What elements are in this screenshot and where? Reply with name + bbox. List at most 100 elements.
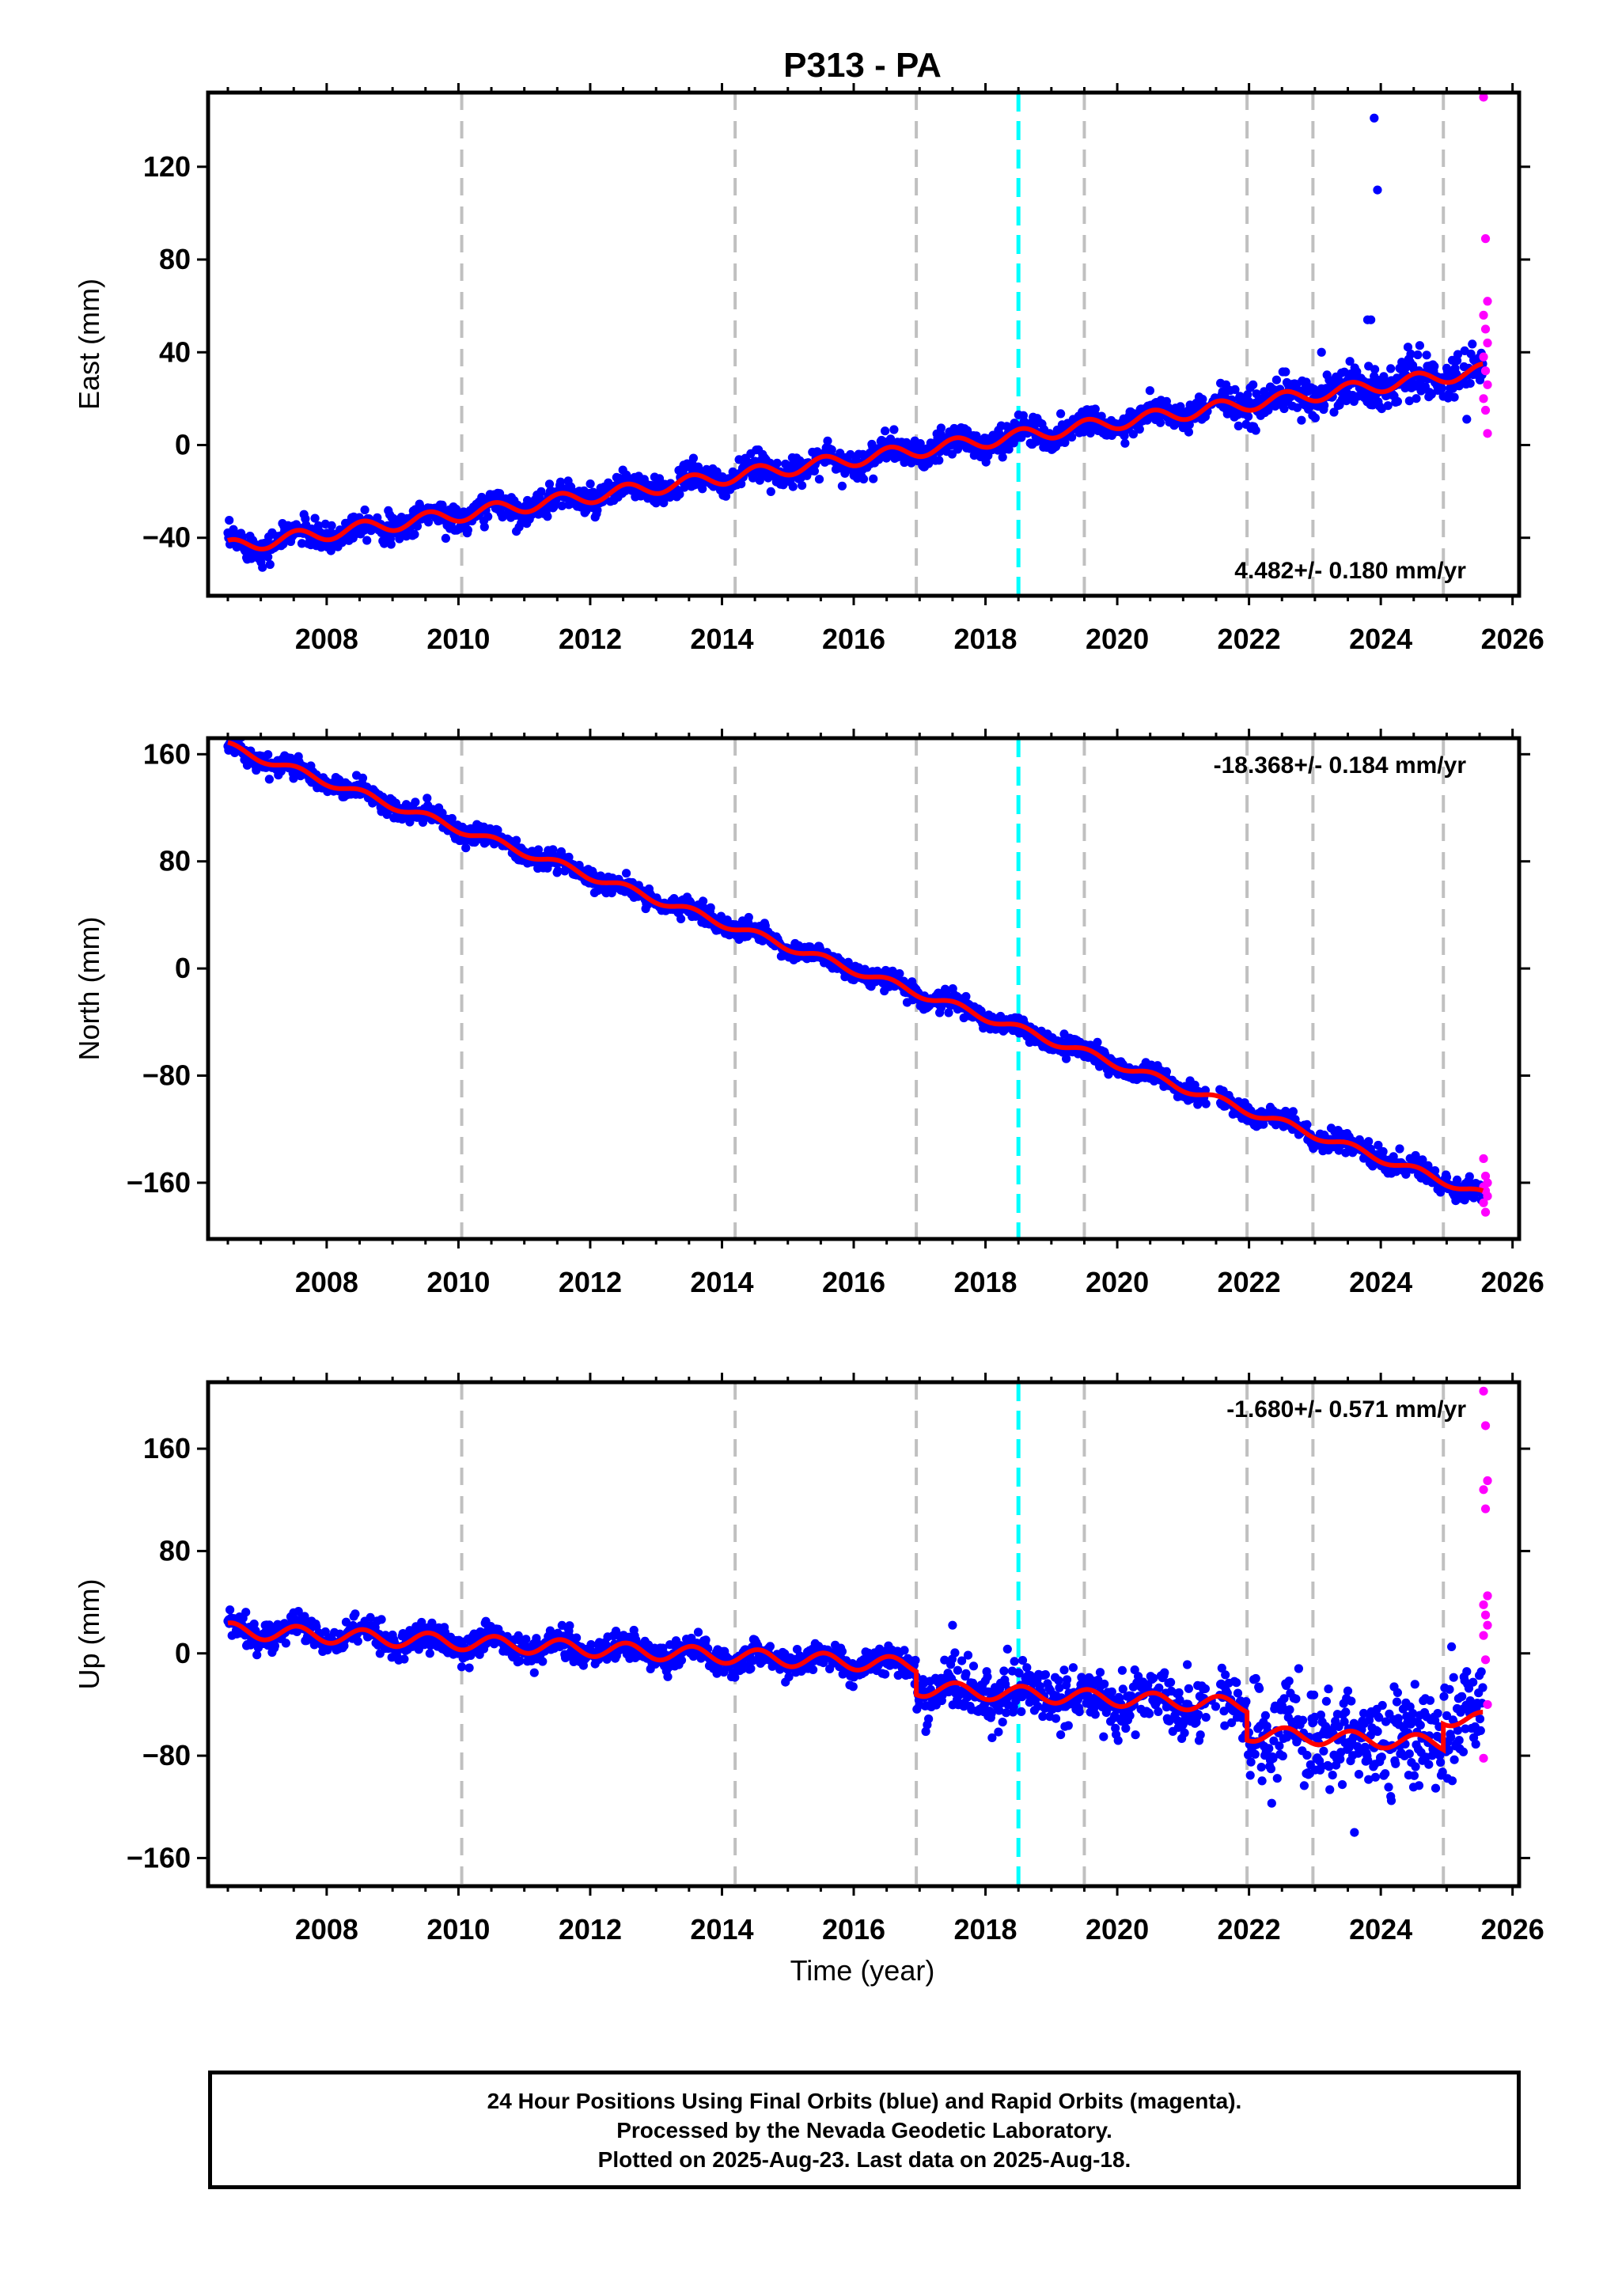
- final-orbit-point: [837, 481, 847, 491]
- x-tick-label: 2010: [426, 1266, 490, 1298]
- final-orbit-point: [1302, 1120, 1312, 1129]
- final-orbit-point: [1252, 389, 1261, 399]
- final-orbit-point: [788, 482, 798, 491]
- final-orbit-point: [1413, 350, 1423, 360]
- final-orbit-point: [772, 458, 782, 468]
- final-orbit-point: [827, 445, 836, 455]
- final-orbit-point: [900, 1646, 909, 1655]
- final-orbit-point: [809, 1665, 818, 1674]
- x-tick-label: 2026: [1481, 1266, 1544, 1298]
- final-orbit-point: [1004, 445, 1014, 454]
- final-orbit-point: [881, 426, 890, 436]
- final-orbit-point: [950, 1648, 960, 1658]
- final-orbit-point: [1297, 415, 1306, 425]
- x-tick-label: 2016: [822, 1266, 885, 1298]
- final-orbit-point: [423, 794, 432, 803]
- final-orbit-point: [1403, 343, 1413, 352]
- final-orbit-point: [585, 479, 595, 489]
- final-orbit-point: [544, 479, 555, 489]
- final-orbit-point: [1437, 384, 1446, 393]
- final-orbit-point: [241, 1608, 251, 1617]
- final-orbit-point: [688, 453, 699, 463]
- final-orbit-point: [1086, 428, 1095, 438]
- final-orbit-point: [536, 487, 546, 496]
- final-orbit-point: [622, 869, 631, 878]
- final-orbit-point: [1201, 1099, 1211, 1108]
- rapid-orbit-point: [1480, 405, 1491, 415]
- final-orbit-point: [461, 843, 471, 853]
- panel-up: 2008 2010 2012 2014 2016 2018 2020 2022 2024 2026…: [73, 1373, 1544, 1946]
- final-orbit-point: [441, 533, 451, 544]
- final-orbit-point: [675, 490, 684, 499]
- final-orbit-point: [1251, 426, 1260, 435]
- y-tick-label: −80: [142, 1059, 191, 1092]
- x-tick-label: 2008: [295, 1266, 358, 1298]
- final-orbit-point: [457, 1662, 467, 1672]
- x-tick-label: 2022: [1218, 623, 1281, 655]
- final-orbit-point: [593, 506, 602, 515]
- rapid-orbit-points: [1479, 93, 1492, 438]
- final-orbit-point: [1293, 403, 1302, 412]
- final-orbit-point: [360, 505, 369, 515]
- final-orbit-point: [1271, 375, 1281, 385]
- final-orbit-point: [1120, 431, 1129, 441]
- final-orbit-point: [225, 516, 234, 525]
- final-orbit-point: [423, 517, 434, 527]
- x-tick-label: 2022: [1218, 1266, 1281, 1298]
- final-orbit-point: [386, 540, 396, 549]
- rate-label: 4.482+/- 0.180 mm/yr: [1234, 558, 1466, 584]
- rapid-orbit-point: [1479, 310, 1488, 320]
- final-orbit-point: [362, 536, 372, 545]
- final-orbit-point: [447, 813, 457, 824]
- final-orbit-point: [846, 449, 855, 460]
- final-orbit-point: [701, 1635, 711, 1645]
- final-orbit-point: [1393, 396, 1402, 407]
- chart-title: P313 - PA: [783, 46, 942, 85]
- final-orbit-point: [225, 1605, 235, 1615]
- y-tick-label: −40: [142, 521, 191, 554]
- final-orbit-point: [327, 521, 336, 531]
- final-orbit-point: [281, 1639, 290, 1648]
- final-orbit-point: [848, 1682, 858, 1692]
- x-tick-label: 2012: [559, 623, 622, 655]
- final-orbit-point: [1364, 1137, 1374, 1146]
- final-orbit-point: [1404, 396, 1414, 406]
- panel-frame: [206, 90, 1522, 598]
- x-tick-label: 2024: [1349, 1266, 1412, 1298]
- outlier-point: [1370, 113, 1379, 123]
- final-orbit-point: [565, 1621, 574, 1631]
- final-orbit-point: [410, 529, 419, 540]
- final-orbit-point: [676, 914, 686, 923]
- final-orbit-point: [746, 1664, 756, 1673]
- final-orbit-point: [1453, 350, 1463, 359]
- final-orbit-point: [1329, 407, 1339, 417]
- final-orbit-point: [270, 1641, 279, 1650]
- final-orbit-point: [1067, 432, 1077, 442]
- final-orbit-point: [961, 991, 971, 1002]
- rapid-orbit-point: [1480, 366, 1491, 376]
- final-orbit-point: [412, 521, 423, 531]
- final-orbit-point: [765, 1642, 775, 1651]
- outlier-point: [1317, 347, 1326, 357]
- final-orbit-point: [567, 482, 576, 492]
- final-orbit-point: [900, 457, 909, 468]
- final-orbit-point: [297, 539, 307, 548]
- final-orbit-point: [572, 1633, 582, 1642]
- rapid-orbit-point: [1483, 429, 1492, 438]
- rapid-orbit-point: [1480, 324, 1491, 334]
- final-orbit-point: [698, 484, 707, 494]
- final-orbit-point: [721, 491, 731, 501]
- final-orbit-point: [1288, 1107, 1298, 1116]
- final-orbit-point: [676, 1655, 687, 1665]
- final-orbit-point: [265, 559, 275, 570]
- final-orbit-point: [1415, 341, 1424, 350]
- final-orbit-point: [353, 1636, 362, 1646]
- final-orbit-point: [798, 481, 807, 491]
- rapid-orbit-point: [1479, 1154, 1488, 1164]
- final-orbit-point: [1184, 427, 1193, 437]
- final-orbit-point: [998, 453, 1007, 462]
- x-tick-label: 2020: [1086, 623, 1149, 655]
- y-axis-label: East (mm): [73, 278, 105, 410]
- final-orbit-point: [438, 500, 447, 510]
